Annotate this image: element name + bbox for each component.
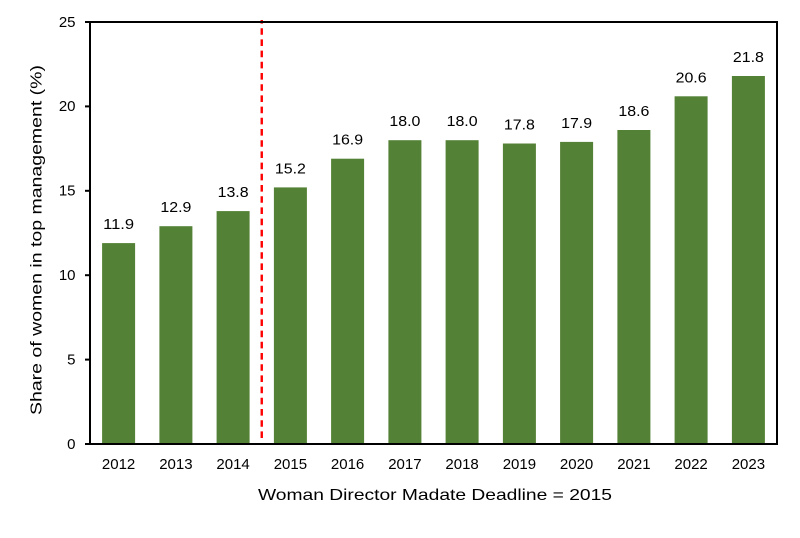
svg-text:2019: 2019 (503, 456, 536, 473)
svg-text:2013: 2013 (159, 456, 192, 473)
svg-text:10: 10 (59, 267, 76, 284)
svg-text:20: 20 (59, 98, 76, 115)
svg-text:2014: 2014 (216, 456, 249, 473)
svg-text:Woman Director Madate Deadline: Woman Director Madate Deadline = 2015 (258, 487, 612, 504)
svg-text:13.8: 13.8 (218, 185, 249, 201)
svg-text:5: 5 (67, 351, 75, 368)
svg-text:Share of women in top manageme: Share of women in top management (%) (29, 65, 46, 415)
svg-text:18.0: 18.0 (389, 114, 420, 130)
svg-text:15.2: 15.2 (275, 161, 306, 177)
svg-text:2015: 2015 (274, 456, 307, 473)
svg-text:20.6: 20.6 (676, 70, 707, 86)
svg-text:2018: 2018 (445, 456, 478, 473)
svg-text:17.9: 17.9 (561, 116, 592, 132)
svg-text:25: 25 (59, 14, 76, 31)
svg-text:2022: 2022 (674, 456, 707, 473)
svg-text:2023: 2023 (732, 456, 765, 473)
svg-text:11.9: 11.9 (103, 217, 134, 233)
svg-text:2021: 2021 (617, 456, 650, 473)
svg-text:18.6: 18.6 (618, 104, 649, 120)
svg-text:2016: 2016 (331, 456, 364, 473)
svg-text:18.0: 18.0 (447, 114, 478, 130)
svg-text:0: 0 (67, 436, 75, 453)
svg-text:17.8: 17.8 (504, 118, 535, 134)
svg-text:16.9: 16.9 (332, 133, 363, 149)
svg-text:21.8: 21.8 (733, 50, 764, 66)
svg-text:15: 15 (59, 183, 76, 200)
svg-text:12.9: 12.9 (160, 200, 191, 216)
svg-text:2017: 2017 (388, 456, 421, 473)
svg-text:2012: 2012 (102, 456, 135, 473)
svg-text:2020: 2020 (560, 456, 593, 473)
